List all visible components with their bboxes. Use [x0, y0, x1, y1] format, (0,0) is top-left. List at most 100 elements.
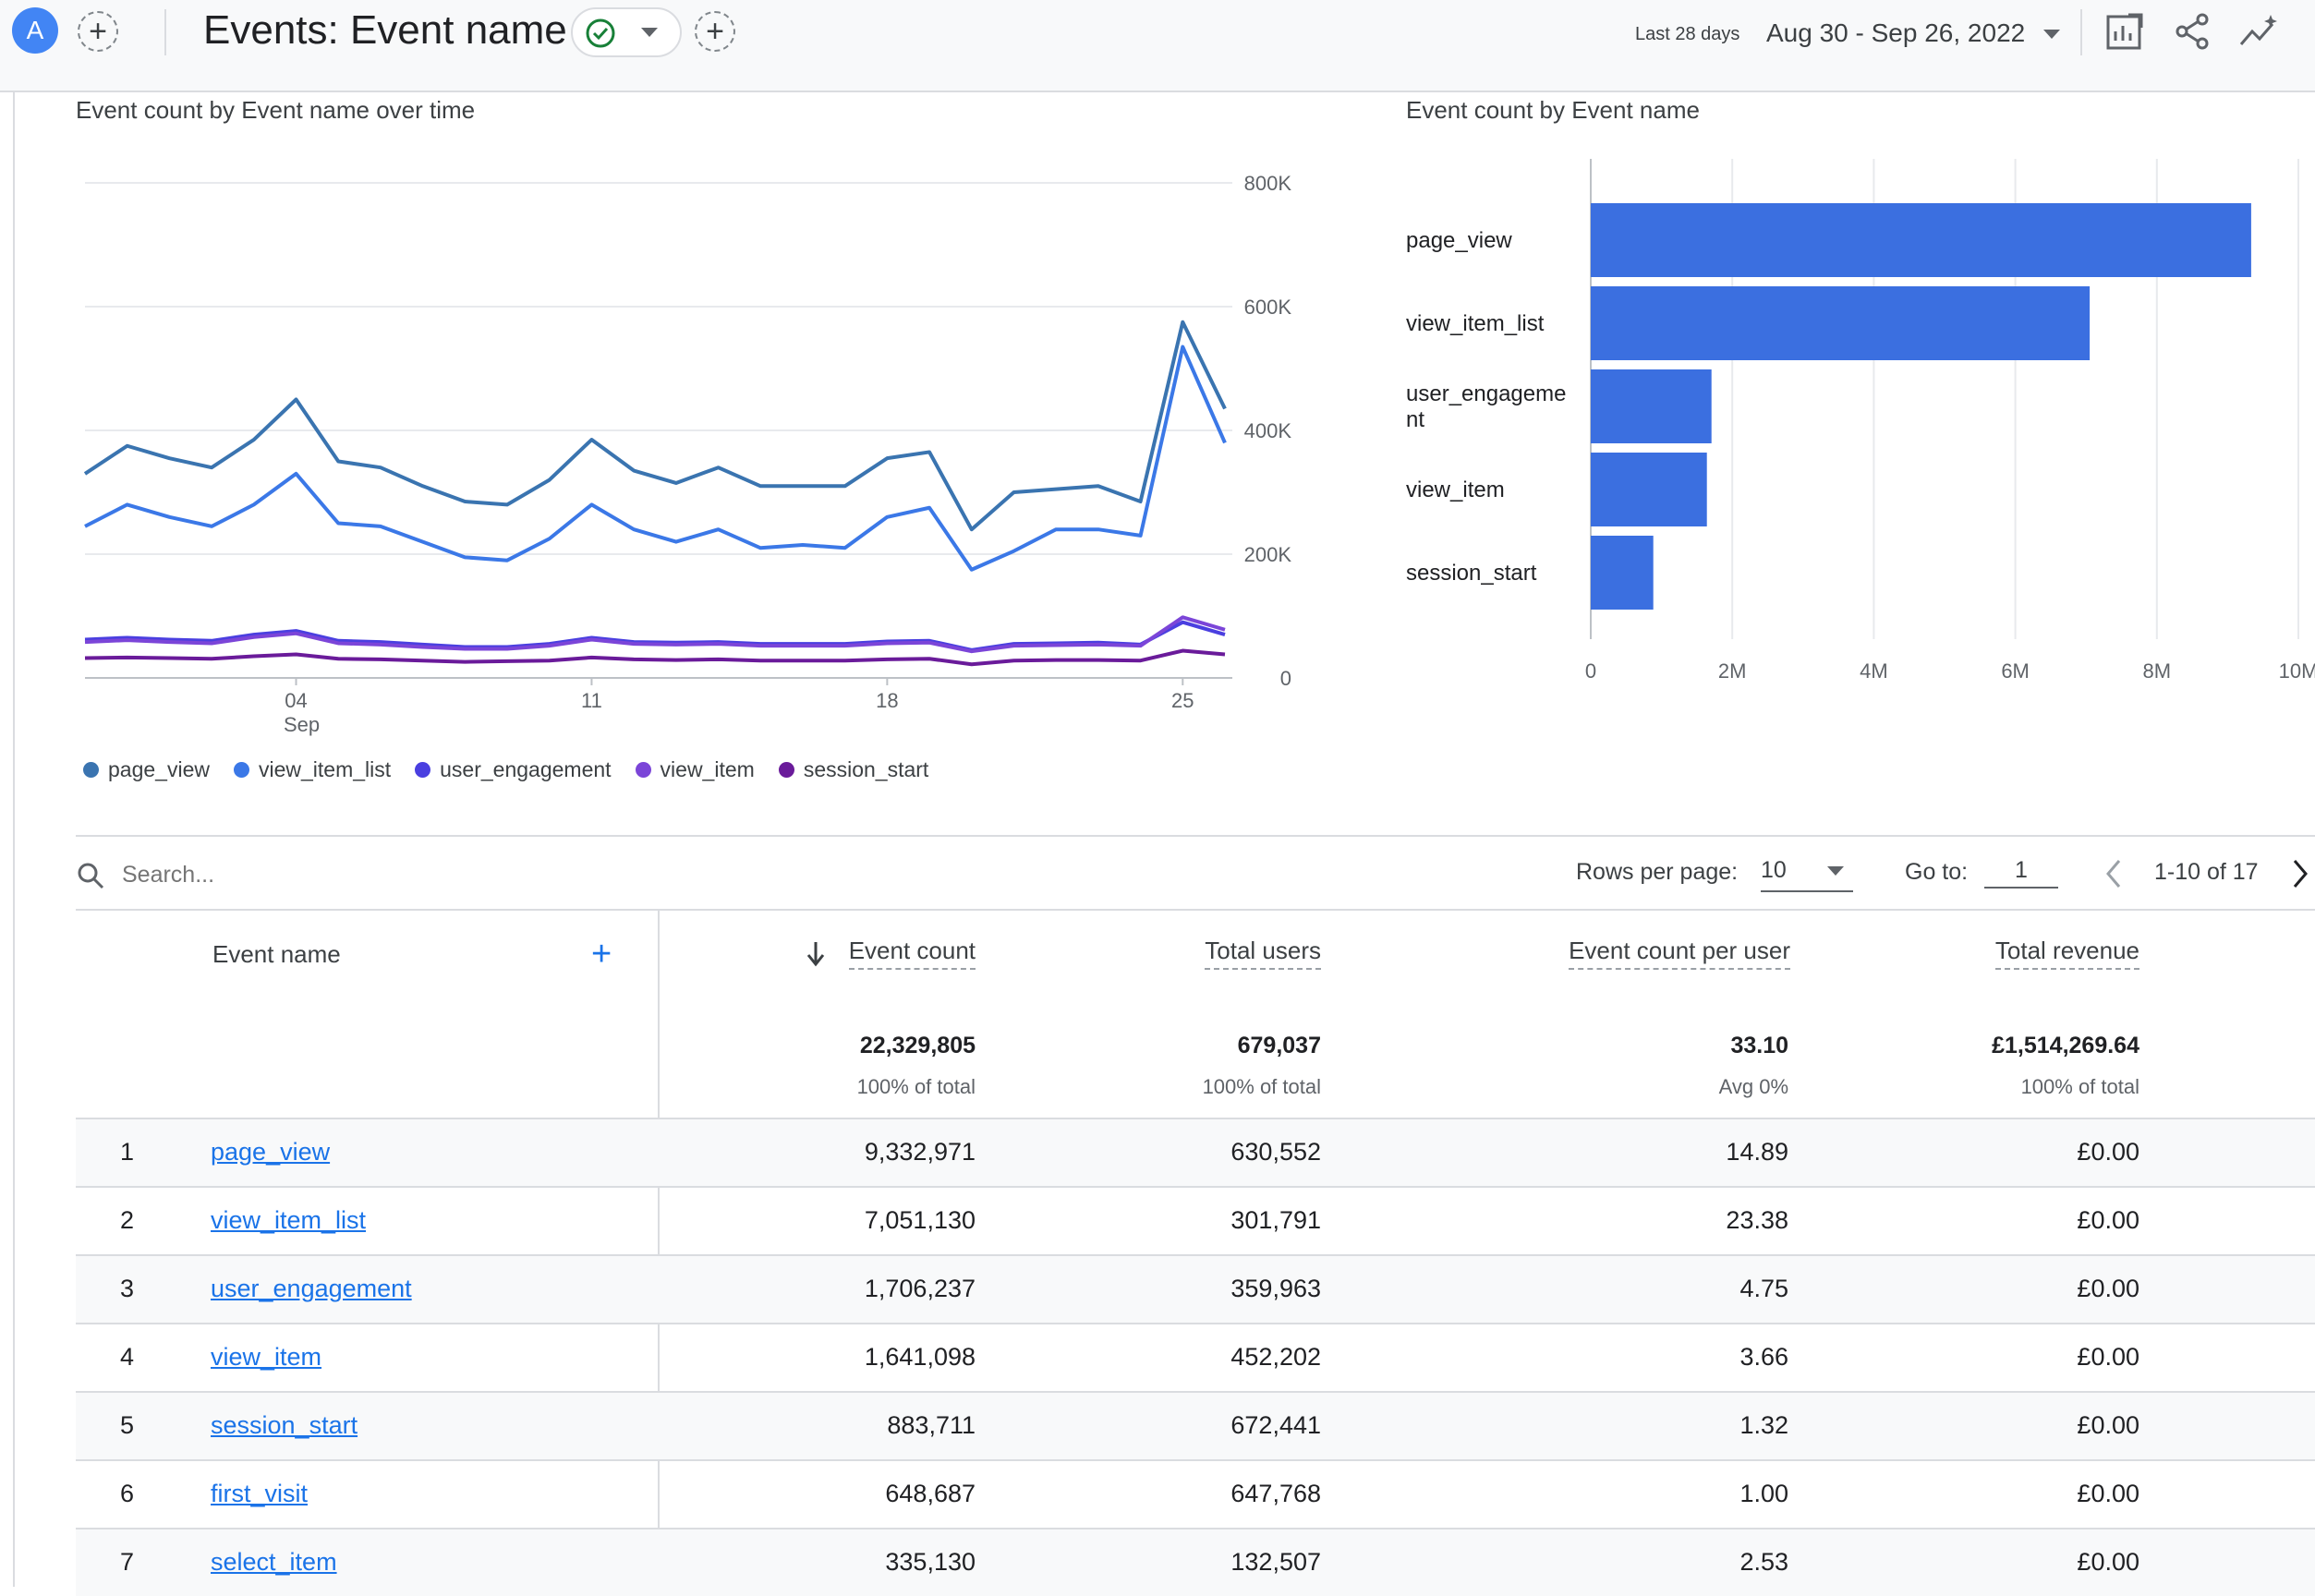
event-count-cell: 1,706,237	[864, 1275, 976, 1302]
event-name-link[interactable]: first_visit	[211, 1480, 309, 1507]
chevron-right-icon[interactable]	[2289, 857, 2311, 890]
table-row[interactable]: 7 select_item 335,130 132,507 2.53 £0.00	[76, 1528, 2315, 1596]
legend-dot	[778, 762, 794, 778]
legend-label: page_view	[108, 757, 210, 781]
category-label: session_start	[1406, 561, 1537, 586]
column-header-event-count[interactable]: Event count	[848, 937, 976, 970]
plus-icon: +	[591, 935, 612, 973]
legend-label: user_engagement	[440, 757, 612, 781]
legend-item-view-item-list[interactable]: view_item_list	[233, 757, 392, 782]
series-line-user-engagement[interactable]	[84, 620, 1226, 652]
legend-item-view-item[interactable]: view_item	[635, 757, 755, 782]
y-tick-label: 800K	[1244, 172, 1292, 195]
revenue-cell: £0.00	[2077, 1411, 2139, 1439]
left-rail	[13, 92, 15, 1587]
column-header-event-count-per-user[interactable]: Event count per user	[1569, 937, 1790, 970]
total-event-count-percent: 100% of total	[856, 1075, 976, 1098]
customize-report-icon[interactable]	[2104, 11, 2145, 52]
category-label: view_item	[1406, 478, 1505, 502]
bar-session-start[interactable]	[1591, 536, 1654, 610]
x-tick-sublabel: Sep	[284, 713, 320, 736]
bar-page-view[interactable]	[1591, 203, 2251, 277]
search-input[interactable]	[120, 857, 586, 892]
total-users-cell: 672,441	[1230, 1411, 1321, 1439]
revenue-cell: £0.00	[2077, 1480, 2139, 1507]
table-row[interactable]: 4 view_item 1,641,098 452,202 3.66 £0.00	[76, 1323, 2315, 1391]
chevron-down-icon[interactable]	[2042, 28, 2062, 41]
total-users-cell: 647,768	[1230, 1480, 1321, 1507]
bar-view-item-list[interactable]	[1591, 286, 2091, 360]
category-label: view_item_list	[1406, 311, 1545, 336]
table-row[interactable]: 1 page_view 9,332,971 630,552 14.89 £0.00	[76, 1118, 2315, 1186]
legend-dot	[415, 762, 431, 778]
x-tick-label: 25	[1171, 689, 1194, 712]
series-line-session-start[interactable]	[84, 648, 1226, 667]
chevron-down-icon	[1827, 866, 1844, 876]
event-count-cell: 7,051,130	[864, 1206, 976, 1234]
divider	[76, 909, 2315, 911]
divider	[76, 835, 2315, 837]
series-line-view-item-list[interactable]	[84, 345, 1227, 572]
row-index: 6	[120, 1480, 135, 1507]
bar-user-engagement[interactable]	[1591, 369, 1712, 443]
pagination-info: 1-10 of 17	[2154, 859, 2259, 885]
series-line-view-item[interactable]	[84, 615, 1226, 654]
column-header-total-revenue[interactable]: Total revenue	[1994, 937, 2139, 970]
add-comparison-button[interactable]: +	[78, 11, 118, 52]
event-name-link[interactable]: user_engagement	[211, 1275, 412, 1302]
event-count-cell: 335,130	[885, 1548, 976, 1576]
share-icon[interactable]	[2173, 11, 2213, 52]
rows-per-page-select[interactable]: 10	[1761, 852, 1853, 892]
per-user-cell: 14.89	[1726, 1138, 1788, 1166]
x-tick-label: 8M	[2143, 659, 2172, 683]
table-row[interactable]: 2 view_item_list 7,051,130 301,791 23.38 £0.0…	[76, 1186, 2315, 1254]
x-tick-label: 0	[1585, 659, 1596, 683]
event-name-link[interactable]: page_view	[211, 1138, 331, 1166]
total-revenue-percent: 100% of total	[2020, 1075, 2139, 1098]
legend-item-user-engagement[interactable]: user_engagement	[415, 757, 612, 782]
total-users-cell: 359,963	[1230, 1275, 1321, 1302]
bar-view-item[interactable]	[1591, 453, 1707, 526]
row-index: 1	[120, 1138, 135, 1166]
per-user-cell: 4.75	[1739, 1275, 1788, 1302]
event-count-cell: 883,711	[887, 1411, 976, 1439]
event-name-link[interactable]: session_start	[211, 1411, 358, 1439]
sort-descending-icon[interactable]	[806, 940, 826, 968]
chevron-left-icon[interactable]	[2103, 857, 2125, 890]
page-title: Events: Event name	[203, 7, 567, 53]
rows-per-page-value: 10	[1761, 857, 1787, 883]
legend-item-page-view[interactable]: page_view	[83, 757, 210, 782]
x-tick-label: 10M	[2279, 659, 2315, 683]
table-row[interactable]: 3 user_engagement 1,706,237 359,963 4.75 £0.0…	[76, 1254, 2315, 1323]
insights-icon[interactable]	[2237, 11, 2282, 52]
event-name-link[interactable]: view_item	[211, 1343, 322, 1371]
add-dimension-button[interactable]: +	[591, 935, 612, 974]
series-line-page-view[interactable]	[83, 320, 1227, 532]
legend-item-session-start[interactable]: session_start	[778, 757, 928, 782]
column-divider	[658, 911, 660, 1587]
event-name-link[interactable]: view_item_list	[211, 1206, 367, 1234]
legend-label: view_item_list	[258, 757, 392, 781]
row-index: 3	[120, 1275, 135, 1302]
legend-dot	[233, 762, 249, 778]
chevron-down-icon	[641, 28, 658, 37]
goto-page-input[interactable]: 1	[1984, 852, 2058, 889]
event-count-cell: 9,332,971	[864, 1138, 976, 1166]
total-users-cell: 301,791	[1230, 1206, 1321, 1234]
total-event-count: 22,329,805	[859, 1033, 976, 1058]
report-status-chip[interactable]	[571, 7, 682, 57]
date-range-picker[interactable]: Aug 30 - Sep 26, 2022	[1766, 18, 2026, 47]
event-name-link[interactable]: select_item	[211, 1548, 337, 1576]
avatar[interactable]: A	[12, 7, 58, 54]
table-row[interactable]: 6 first_visit 648,687 647,768 1.00 £0.00	[76, 1459, 2315, 1528]
column-header-total-users[interactable]: Total users	[1205, 937, 1321, 970]
table-row[interactable]: 5 session_start 883,711 672,441 1.32 £0.00	[76, 1391, 2315, 1459]
legend-dot	[83, 762, 99, 778]
per-user-cell: 1.32	[1739, 1411, 1788, 1439]
revenue-cell: £0.00	[2077, 1206, 2139, 1234]
per-user-cell: 23.38	[1726, 1206, 1788, 1234]
add-filter-button[interactable]: +	[695, 11, 735, 52]
category-label: page_view	[1406, 228, 1512, 253]
per-user-cell: 1.00	[1739, 1480, 1788, 1507]
column-header-event-name[interactable]: Event name	[212, 940, 341, 968]
